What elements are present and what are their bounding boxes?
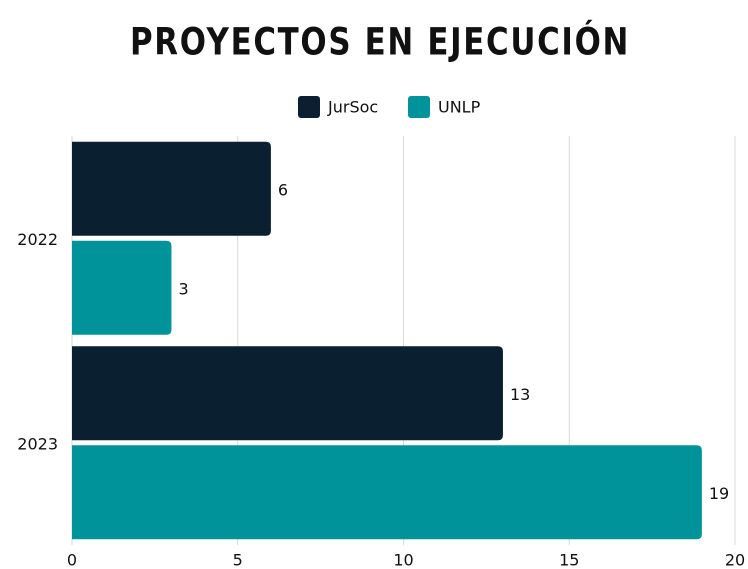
legend-label: JurSoc bbox=[327, 98, 378, 117]
value-label: 19 bbox=[709, 484, 729, 503]
x-tick-label: 20 bbox=[725, 551, 745, 569]
legend-label: UNLP bbox=[438, 98, 481, 117]
y-tick-label: 2023 bbox=[17, 434, 58, 453]
bar bbox=[72, 445, 702, 540]
legend-swatch bbox=[298, 96, 320, 118]
value-label: 3 bbox=[178, 279, 188, 298]
value-label: 6 bbox=[278, 180, 288, 199]
x-tick-label: 15 bbox=[559, 551, 579, 569]
y-tick-label: 2022 bbox=[17, 230, 58, 249]
bar bbox=[72, 346, 503, 441]
legend-swatch bbox=[408, 96, 430, 118]
x-tick-label: 10 bbox=[393, 551, 413, 569]
bar bbox=[72, 141, 271, 236]
chart-title: PROYECTOS EN EJECUCIÓN bbox=[130, 20, 630, 64]
x-tick-label: 0 bbox=[67, 551, 77, 569]
value-label: 13 bbox=[510, 385, 530, 404]
bar bbox=[72, 240, 172, 335]
x-tick-label: 5 bbox=[233, 551, 243, 569]
